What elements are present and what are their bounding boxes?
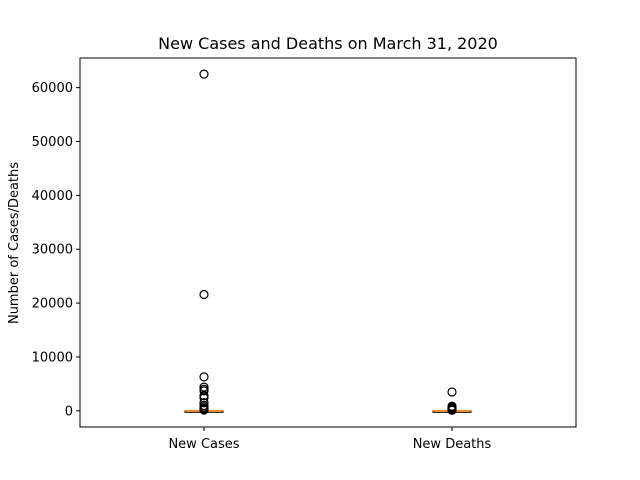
y-tick-label: 10000 [32, 350, 73, 365]
outlier-point [199, 69, 209, 79]
y-tick-label: 40000 [32, 189, 73, 204]
y-tick-label: 60000 [32, 81, 73, 96]
y-tick-label: 20000 [32, 297, 73, 312]
outlier-point [199, 386, 209, 396]
outlier-point [199, 289, 209, 300]
y-tick-label: 50000 [32, 135, 73, 150]
outlier-point [447, 387, 457, 397]
outlier-point [199, 405, 209, 415]
plot-area: 0 10000 20000 30000 40000 50000 60000 New Cases… [32, 57, 577, 452]
outlier-point [199, 372, 209, 382]
outlier-point [447, 405, 457, 415]
x-tick-label: New Deaths [413, 437, 492, 452]
y-axis-label: Number of Cases/Deaths [7, 162, 22, 324]
outlier-point [199, 398, 209, 408]
x-tick-label: New Cases [168, 437, 239, 452]
chart-title: New Cases and Deaths on March 31, 2020 [158, 34, 498, 53]
plot-frame [79, 57, 577, 428]
y-tick-label: 30000 [32, 243, 73, 258]
y-tick-label: 0 [65, 404, 73, 419]
